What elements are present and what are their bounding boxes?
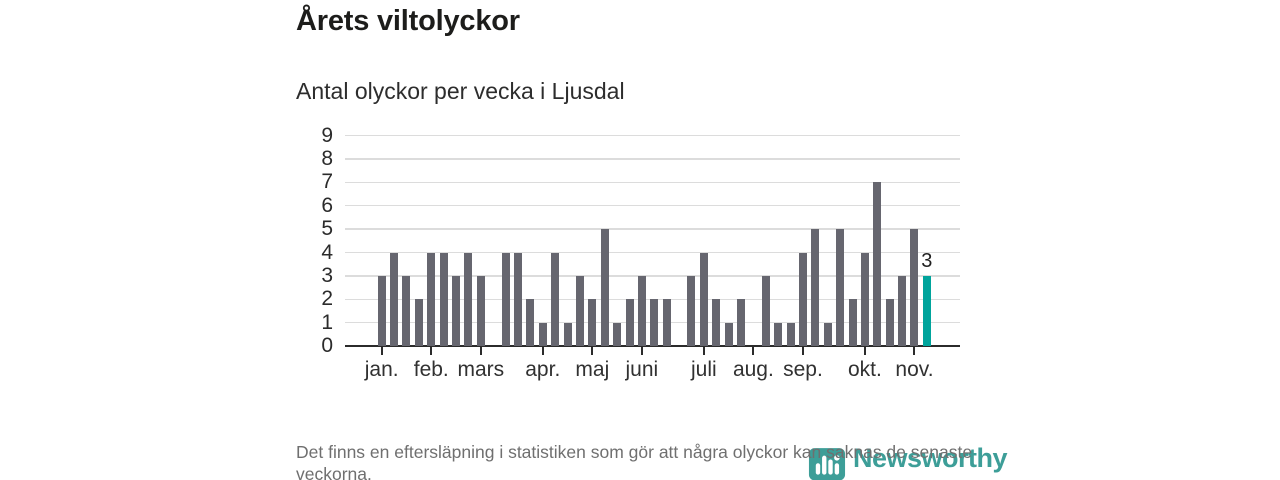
bar [575, 275, 584, 346]
y-axis-label: 2 [321, 287, 333, 311]
x-axis-tick [801, 347, 804, 355]
bar [377, 275, 386, 346]
gridline [345, 181, 960, 184]
x-axis-tick [702, 347, 705, 355]
bar [885, 299, 894, 346]
gridline [345, 275, 960, 277]
bar [898, 275, 907, 346]
bar [811, 229, 820, 346]
bar [724, 322, 733, 346]
x-axis-label: jan. [364, 358, 399, 381]
gridline [345, 135, 960, 137]
x-axis-label: aug. [732, 358, 774, 381]
x-axis-label: juni [625, 358, 659, 381]
bar [910, 229, 919, 346]
bar [625, 299, 634, 346]
gridline [345, 158, 960, 160]
chart-subtitle: Antal olyckor per vecka i Ljusdal [296, 78, 625, 104]
bar [476, 275, 485, 346]
gridline [345, 205, 960, 207]
y-axis-label: 6 [321, 193, 333, 217]
bar [427, 252, 436, 346]
x-axis-tick [863, 347, 866, 355]
newsworthy-logo: Newsworthy [808, 443, 1008, 480]
x-axis-label: mars [457, 358, 505, 381]
bar [650, 299, 659, 346]
gridline [345, 298, 960, 300]
bar [637, 275, 646, 346]
newsworthy-pin-icon [808, 448, 846, 480]
footnote: Det finns en eftersläpning i statistiken… [296, 442, 973, 480]
bar [439, 252, 448, 346]
bar [662, 299, 671, 346]
x-axis-tick [479, 347, 482, 355]
y-axis-label: 4 [321, 240, 333, 264]
bar [687, 275, 696, 346]
x-axis-tick [430, 347, 433, 355]
gridline [345, 228, 960, 230]
bar [526, 299, 535, 346]
y-axis-label: 3 [321, 263, 333, 287]
bar [402, 275, 411, 346]
bar-highlighted [922, 275, 931, 346]
bar [414, 299, 423, 346]
x-axis-label: maj [575, 358, 610, 381]
bar [551, 252, 560, 346]
bar [786, 322, 795, 346]
bar [737, 299, 745, 346]
bar [848, 299, 857, 346]
bar [452, 275, 461, 346]
y-axis-label: 1 [321, 310, 333, 334]
bar [761, 275, 770, 346]
bar [860, 252, 869, 346]
bar [600, 229, 609, 346]
x-axis-tick [541, 347, 544, 355]
y-axis-label: 7 [321, 170, 333, 194]
bar [873, 182, 882, 346]
newsworthy-wordmark: Newsworthy [853, 443, 1008, 473]
x-axis-label: okt. [847, 358, 882, 381]
x-axis-tick [380, 347, 383, 355]
bar-value-label: 3 [921, 249, 933, 272]
x-axis-tick [640, 347, 643, 355]
bar [464, 252, 473, 346]
x-axis-tick [752, 347, 755, 355]
bar [836, 229, 845, 346]
bar [712, 299, 721, 346]
x-axis-line [345, 345, 960, 348]
bar [699, 252, 708, 346]
bar [513, 252, 522, 346]
y-axis-label: 8 [321, 147, 333, 171]
bar [823, 322, 832, 346]
page-title: Årets viltolyckor [296, 5, 520, 37]
bar [774, 322, 783, 346]
x-axis-label: sep. [783, 358, 823, 381]
x-axis-tick [913, 347, 916, 355]
x-axis-tick [591, 347, 594, 355]
x-axis-label: nov. [895, 358, 934, 381]
bar [798, 252, 807, 346]
bar [588, 299, 597, 346]
y-axis-label: 9 [321, 123, 333, 147]
bar [563, 322, 572, 346]
x-axis-label: apr. [525, 358, 561, 381]
y-axis-label: 5 [321, 217, 333, 241]
bar [501, 252, 510, 346]
bar [390, 252, 399, 346]
bar [538, 322, 547, 346]
x-axis-label: juli [690, 358, 717, 381]
bar [613, 322, 622, 346]
x-axis-label: feb. [413, 358, 449, 381]
y-axis-label: 0 [321, 334, 333, 357]
gridline [345, 251, 960, 254]
